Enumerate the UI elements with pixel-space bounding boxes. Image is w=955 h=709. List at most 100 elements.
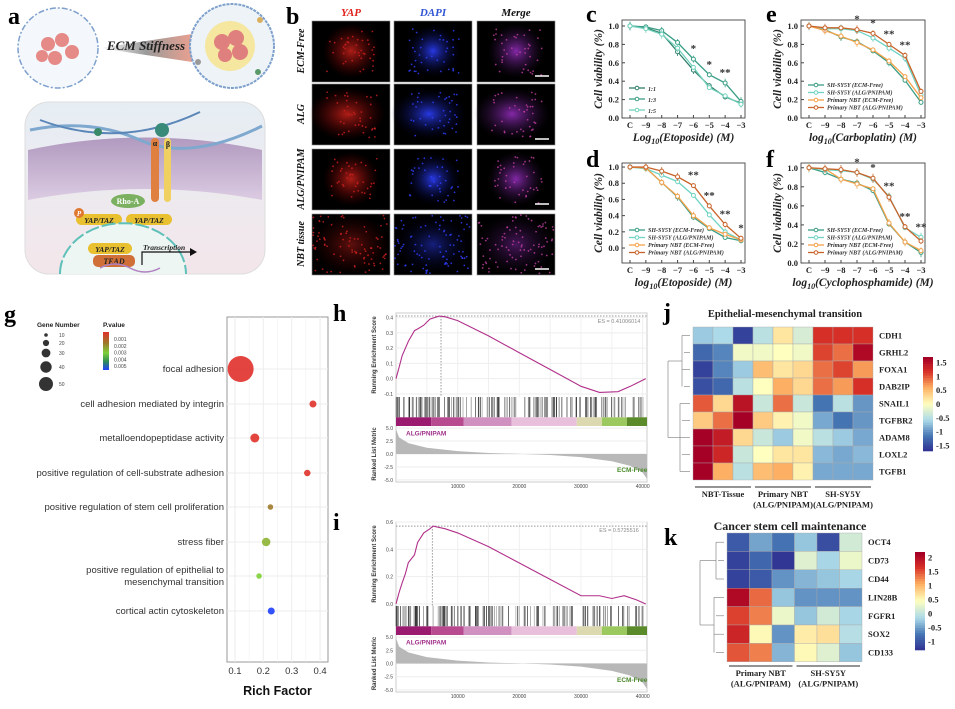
cell-dot (446, 47, 449, 50)
ligand-icon (94, 128, 102, 136)
y-tick-label: 0.8 (608, 39, 619, 49)
cell-dot (548, 271, 551, 274)
metric-tick-label: 5.0 (386, 635, 393, 641)
cell-dot (529, 135, 531, 138)
cell-dot (442, 158, 444, 160)
significance-marker: ** (720, 209, 732, 221)
cell-dot (466, 216, 469, 219)
y-tick-label: 0.4 (787, 220, 798, 230)
cell-dot (457, 185, 459, 188)
ranked-metric-area (396, 429, 647, 479)
cell-dot (503, 131, 506, 134)
rank-color-band (431, 417, 464, 426)
series-1-3 (627, 22, 744, 106)
cell-dot (411, 46, 414, 49)
heatmap-cell (832, 377, 854, 396)
colorbar-tick-label: 0.001 (114, 337, 127, 343)
cell-dot (359, 70, 362, 73)
cell-dot (459, 214, 461, 217)
legend-item: SH-SY5Y (ALG/PNIPAM) (808, 90, 893, 97)
cell-dot (509, 186, 511, 189)
cell-dot (374, 169, 377, 172)
cell-dot (540, 178, 543, 180)
cell-dot (332, 165, 334, 168)
colorbar-segment (923, 387, 933, 391)
x-tick-label: −7 (673, 265, 683, 275)
cell-dot (441, 166, 444, 169)
cell-dot (438, 228, 441, 231)
metric-tick-label: 2.5 (386, 439, 393, 445)
y-axis-label-top: Running Enrichment Score (372, 316, 378, 394)
colorbar-segment (923, 443, 933, 447)
cell-dot (464, 215, 467, 218)
cell-dot (339, 245, 342, 248)
colorbar-segment (915, 645, 925, 648)
x-tick-label: −9 (641, 265, 650, 275)
cell-dot (373, 182, 375, 185)
size-legend-circle (42, 339, 50, 347)
x-tick-label: 10000 (451, 694, 465, 700)
legend-label: Primary NBT (ALG/PNIPAM) (827, 105, 903, 112)
panel-label-b: b (286, 4, 299, 30)
size-legend-circle (44, 333, 48, 337)
cell-dot (460, 217, 463, 219)
cell-dot (397, 253, 399, 256)
colorbar-tick-label: 1 (936, 371, 940, 381)
cell-dot (456, 239, 459, 241)
cell-dot (341, 133, 344, 136)
data-point (838, 167, 844, 173)
colorbar-tick-label: 1.5 (928, 567, 939, 577)
cell-dot (522, 68, 525, 71)
data-point (918, 88, 924, 94)
data-point (706, 225, 712, 231)
cell-dot (420, 226, 422, 229)
cell-dot (339, 233, 342, 236)
series-line (808, 167, 922, 242)
low-phenotype-label: ECM-Free (617, 467, 648, 474)
cell-dot (498, 70, 501, 73)
gene-label: CDH1 (879, 331, 902, 341)
cell-dot (342, 238, 345, 241)
colorbar-tick-label: 0 (928, 609, 932, 619)
heatmap-cell (832, 360, 854, 379)
cell-dot (430, 55, 433, 58)
x-tick-label: −3 (916, 265, 925, 275)
cell-dot (368, 269, 371, 272)
cell-dot (456, 270, 459, 273)
y-tick-label: 1.0 (787, 21, 798, 31)
x-tick-label: −5 (705, 265, 714, 275)
colorbar-segment (915, 627, 925, 631)
spheroid-signal (488, 24, 544, 78)
stiffness-gradient-icon (100, 34, 192, 62)
heatmap-cell (852, 428, 874, 447)
heatmap-cell (692, 411, 714, 430)
cell-dot (369, 96, 372, 99)
cell-dot (331, 194, 333, 197)
cell-dot (351, 167, 353, 170)
cell-dot (531, 98, 534, 101)
x-tick-label: −4 (900, 265, 910, 275)
cell-dot (385, 253, 387, 256)
cell-dot (501, 245, 503, 247)
x-tick-label: 10000 (451, 484, 465, 490)
cell-dot (420, 101, 423, 104)
legend-label: SH-SY5Y (ALG/PNIPAM) (648, 235, 714, 242)
cell-dot (431, 214, 434, 217)
cell-dot (421, 38, 424, 41)
cell-dot (503, 232, 506, 235)
x-tick-label: −9 (820, 265, 829, 275)
cell-dot (361, 30, 363, 33)
tissue-signal (477, 214, 555, 275)
cell-dot (400, 247, 403, 250)
colorbar-tick-label: -1 (936, 427, 943, 437)
cell-dot (370, 247, 373, 250)
rank-color-band (396, 417, 432, 426)
cell-dot (446, 170, 448, 173)
enrichment-score-curve (395, 525, 646, 605)
colorbar-segment (915, 556, 925, 560)
yap-taz-node (126, 214, 172, 225)
heatmap-cell (792, 326, 814, 345)
heatmap-cell (812, 326, 834, 345)
colorbar-segment (915, 588, 925, 592)
cell-dot (437, 199, 439, 202)
